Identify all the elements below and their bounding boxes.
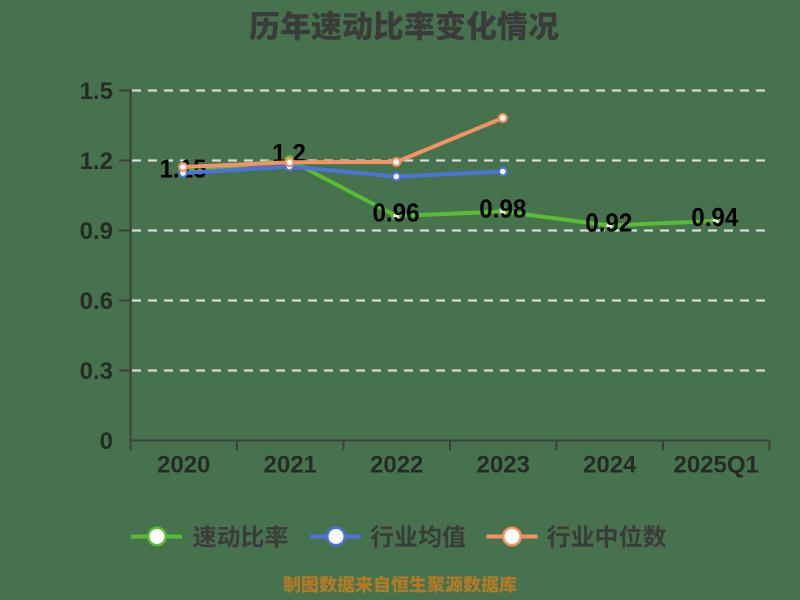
svg-text:0: 0 bbox=[100, 428, 113, 455]
svg-text:0.6: 0.6 bbox=[80, 288, 113, 315]
svg-text:2022: 2022 bbox=[370, 452, 423, 479]
svg-text:0.92: 0.92 bbox=[585, 209, 632, 238]
svg-text:2021: 2021 bbox=[264, 452, 317, 479]
svg-text:0.3: 0.3 bbox=[80, 358, 113, 385]
svg-text:1.2: 1.2 bbox=[80, 148, 113, 175]
svg-text:0.9: 0.9 bbox=[80, 218, 113, 245]
svg-text:0.96: 0.96 bbox=[372, 199, 419, 228]
svg-text:2025Q1: 2025Q1 bbox=[673, 452, 758, 479]
svg-text:2024: 2024 bbox=[583, 452, 637, 479]
svg-text:0.98: 0.98 bbox=[479, 195, 526, 224]
svg-text:1.5: 1.5 bbox=[80, 78, 113, 105]
svg-text:0.94: 0.94 bbox=[691, 204, 738, 233]
svg-text:2020: 2020 bbox=[157, 452, 210, 479]
svg-text:2023: 2023 bbox=[477, 452, 530, 479]
